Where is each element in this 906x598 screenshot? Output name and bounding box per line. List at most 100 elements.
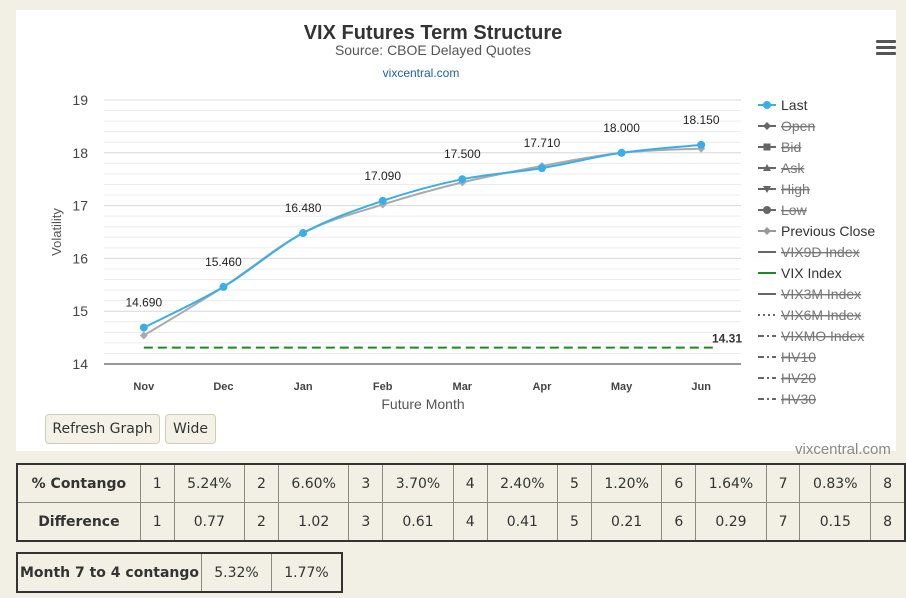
legend-item[interactable]: Open [781,118,815,134]
last-data-label: 17.090 [364,169,401,183]
y-tick-label: 19 [72,92,88,108]
last-point [537,164,546,173]
legend-item[interactable]: Last [781,97,808,113]
month-number-cell: 7 [765,463,801,503]
last-data-label: 17.500 [444,147,481,161]
y-tick-label: 15 [72,303,88,319]
last-data-label: 17.710 [524,136,561,150]
credit-text: vixcentral.com [795,441,891,458]
month-number-cell: 1 [139,463,175,503]
x-tick-label: May [611,381,633,393]
y-tick-label: 18 [72,145,88,161]
legend-item[interactable]: Ask [781,160,805,176]
refresh-graph-button[interactable]: Refresh Graph [45,414,160,444]
last-point [617,148,626,157]
value-cell: 0.15 [799,502,872,542]
row-label: Difference [16,502,141,542]
value-cell: 1.02 [277,502,350,542]
month-contango-table: Month 7 to 4 contango 5.32% 1.77% [16,552,343,593]
last-data-label: 14.690 [125,296,162,310]
last-point [458,175,467,184]
legend-circle-icon [763,206,771,214]
value-cell: 5.24% [173,463,246,503]
legend-square-icon [763,143,771,151]
chart-title: VIX Futures Term Structure [304,22,563,44]
last-point [139,323,148,332]
legend-diamond-icon [763,227,771,235]
x-tick-label: Feb [373,381,393,393]
table-row: Month 7 to 4 contango 5.32% 1.77% [16,552,343,593]
month-number-cell: 6 [661,502,697,542]
month-number-cell: 2 [244,502,279,542]
legend-item[interactable]: VIX Index [781,265,842,281]
month-number-cell: 4 [452,463,488,503]
last-line [143,143,702,329]
last-point [378,196,387,205]
value-cell: 0.83% [799,463,872,503]
legend-item[interactable]: Low [781,202,808,218]
month-number-cell: 7 [765,502,801,542]
month-contango-value: 5.32% [201,552,272,593]
x-tick-label: Dec [213,381,233,393]
legend-item[interactable]: VIX6M Index [781,307,861,323]
month-number-cell: 3 [348,463,384,503]
value-cell: 1.20% [590,463,663,503]
last-data-label: 15.460 [205,255,242,269]
value-cell: 1.64% [695,463,767,503]
month-contango-label: Month 7 to 4 contango [16,552,202,593]
contango-table: % Contango 1 5.24% 2 6.60% 3 3.70% 4 2.40% 5 1.20%… [16,463,906,542]
x-axis-title: Future Month [381,396,464,412]
legend-item[interactable]: High [781,181,810,197]
month-number-cell: 3 [348,502,384,542]
table-row: Difference 1 0.77 2 1.02 3 0.61 4 0.41 5 0.21 6 0.29… [16,502,906,542]
month-number-cell: 2 [244,463,279,503]
x-tick-label: Mar [453,381,473,393]
month-number-cell: 6 [661,463,697,503]
vixcentral-link[interactable]: vixcentral.com [383,66,460,80]
legend-item[interactable]: Previous Close [781,223,875,239]
value-cell: 2.40% [486,463,559,503]
value-cell: 0.29 [695,502,767,542]
month-number-cell: 1 [139,502,175,542]
month-number-cell: 8 [870,463,906,503]
month-number-cell: 5 [557,502,592,542]
value-cell: 3.70% [382,463,454,503]
legend-item[interactable]: VIX3M Index [781,286,861,302]
value-cell: 6.60% [277,463,350,503]
hamburger-menu-icon[interactable] [876,40,896,56]
x-tick-label: Apr [532,381,552,393]
wide-button[interactable]: Wide [165,414,216,444]
last-data-label: 16.480 [285,201,322,215]
y-tick-label: 14 [72,356,88,372]
month-number-cell: 8 [870,502,906,542]
last-point [219,282,228,291]
y-tick-label: 16 [72,250,88,266]
month-number-cell: 5 [557,463,592,503]
legend-item[interactable]: HV30 [781,391,816,407]
legend-item[interactable]: HV20 [781,370,816,386]
legend-item[interactable]: VIX9D Index [781,244,860,260]
vix-index-label: 14.31 [712,332,742,346]
row-label: % Contango [16,463,141,503]
table-row: % Contango 1 5.24% 2 6.60% 3 3.70% 4 2.40% 5 1.20%… [16,463,906,503]
month-number-cell: 4 [452,502,488,542]
month-contango-value: 1.77% [271,552,343,593]
previous-close-line [143,147,702,337]
chart-panel: VIX Futures Term Structure Source: CBOE D… [16,10,896,458]
legend-item[interactable]: Bid [781,139,801,155]
last-point [299,229,308,238]
legend-circle-icon [763,101,771,109]
y-axis-title: Volatility [49,208,64,256]
x-tick-label: Nov [133,381,155,393]
value-cell: 0.77 [173,502,246,542]
x-tick-label: Jan [294,381,313,393]
value-cell: 0.21 [590,502,663,542]
legend-diamond-icon [763,122,771,130]
chart-subtitle: Source: CBOE Delayed Quotes [335,42,531,58]
last-data-label: 18.000 [603,121,640,135]
legend-item[interactable]: VIXMO Index [781,328,864,344]
x-tick-label: Jun [691,381,711,393]
legend-triangle-down-icon [763,186,771,193]
y-tick-label: 17 [72,198,88,214]
legend-item[interactable]: HV10 [781,349,816,365]
